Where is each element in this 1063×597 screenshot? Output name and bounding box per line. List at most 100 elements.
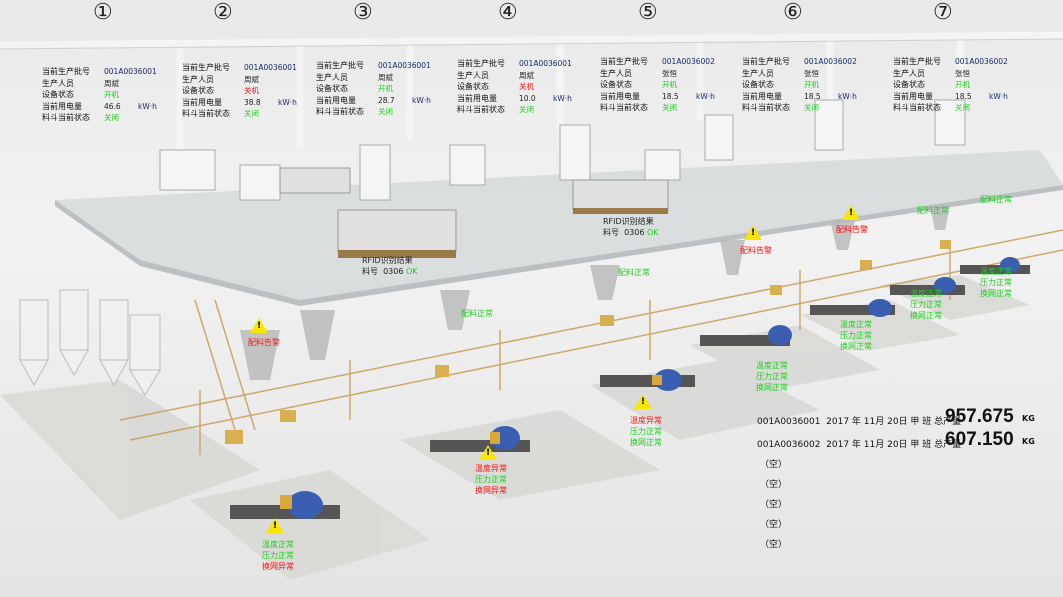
rfid-ok: OK — [406, 267, 418, 276]
panel-row-power: 当前用电量 18.5 kW·h — [600, 91, 715, 103]
panel-row-device-status: 设备状态 关机 — [457, 81, 534, 93]
summary-batch: 001A0036002 — [757, 440, 821, 450]
warning-icon[interactable]: ! — [479, 445, 497, 460]
panel-value: 周斌 — [378, 72, 393, 82]
panel-row-operator: 生产人员 周斌 — [316, 72, 393, 84]
panel-row-batch: 当前生产批号 001A0036001 — [182, 62, 297, 74]
panel-value: 001A0036002 — [804, 57, 857, 66]
rfid-title: RFID识别结果 — [603, 217, 654, 226]
panel-row-hopper-status: 料斗当前状态 关闭 — [600, 102, 677, 114]
panel-value: 18.5 — [804, 91, 821, 101]
panel-label: 当前用电量 — [182, 97, 222, 107]
part-label: 料号 — [362, 267, 378, 276]
batching-status-3: 配料正常 — [618, 268, 650, 277]
warning-icon[interactable]: ! — [744, 225, 762, 240]
batching-status-4: 配料告警 — [740, 246, 772, 255]
line-number-4: ④ — [498, 0, 518, 25]
panel-label: 料斗当前状态 — [316, 107, 364, 116]
unit-label: kW·h — [696, 91, 715, 101]
extruder-status-line: 压力正常 — [980, 278, 1012, 287]
unit-label: kW·h — [838, 91, 857, 101]
panel-row-operator: 生产人员 周斌 — [182, 74, 259, 86]
panel-label: 当前生产批号 — [457, 59, 505, 68]
panel-value: 张恒 — [955, 68, 970, 78]
panel-label: 当前生产批号 — [42, 67, 90, 76]
panel-label: 生产人员 — [42, 78, 74, 88]
panel-value: 开机 — [662, 80, 677, 89]
line-info-panel-3: 当前生产批号 001A0036001 生产人员 周斌 设备状态 开机 当前用电量 28.7 kW… — [316, 60, 431, 118]
part-number: 0306 — [383, 267, 404, 276]
panel-label: 料斗当前状态 — [893, 103, 941, 112]
panel-value: 10.0 — [519, 93, 536, 103]
panel-value: 001A0036001 — [104, 67, 157, 76]
extruder-status-line: 温度正常 — [980, 267, 1012, 276]
extruder-status-line: 换网正常 — [910, 311, 942, 320]
panel-value: 关机 — [244, 86, 259, 95]
summary-unit: KG — [1022, 414, 1035, 423]
warning-icon[interactable]: ! — [842, 205, 860, 220]
part-number: 0306 — [624, 228, 645, 237]
panel-row-batch: 当前生产批号 001A0036001 — [42, 66, 157, 78]
panel-row-hopper-status: 料斗当前状态 关闭 — [316, 106, 393, 118]
empty-slot: （空） — [760, 540, 788, 550]
panel-value: 001A0036001 — [378, 61, 431, 70]
line-number-7: ⑦ — [933, 0, 953, 25]
summary-row-2: 001A0036002 2017 年 11月 20日 甲 班 总产量 607.15… — [757, 429, 1035, 450]
panel-label: 料斗当前状态 — [742, 103, 790, 112]
panel-row-hopper-status: 料斗当前状态 关闭 — [42, 112, 119, 124]
batching-status-1: 配料告警 — [248, 338, 280, 347]
panel-value: 张恒 — [662, 68, 677, 78]
panel-row-power: 当前用电量 38.8 kW·h — [182, 97, 297, 109]
empty-slot: （空） — [760, 480, 788, 490]
panel-label: 当前用电量 — [316, 95, 356, 105]
panel-label: 料斗当前状态 — [182, 109, 230, 118]
warning-icon[interactable]: ! — [250, 318, 268, 333]
panel-row-operator: 生产人员 张恒 — [742, 68, 819, 80]
panel-label: 设备状态 — [600, 80, 632, 89]
panel-label: 当前用电量 — [42, 101, 82, 111]
panel-value: 关闭 — [378, 107, 393, 116]
summary-row-1: 001A0036001 2017 年 11月 20日 甲 班 总产量 957.67… — [757, 406, 1035, 427]
panel-label: 生产人员 — [316, 72, 348, 82]
extruder-status-4: 温度正常 压力正常 换网正常 — [756, 360, 788, 393]
panel-label: 生产人员 — [893, 68, 925, 78]
rfid-ok: OK — [647, 228, 659, 237]
panel-value: 关闭 — [955, 103, 970, 112]
extruder-status-line: 压力正常 — [262, 551, 294, 560]
panel-label: 设备状态 — [182, 86, 214, 95]
panel-label: 当前生产批号 — [600, 57, 648, 66]
panel-row-hopper-status: 料斗当前状态 关闭 — [182, 108, 259, 120]
panel-value: 001A0036002 — [955, 57, 1008, 66]
extruder-status-line: 换网异常 — [262, 562, 294, 571]
line-number-1: ① — [93, 0, 113, 25]
batching-status-7: 配料正常 — [980, 195, 1012, 204]
panel-label: 当前生产批号 — [316, 61, 364, 70]
warning-icon[interactable]: ! — [266, 518, 284, 533]
summary-desc: 2017 年 11月 20日 甲 班 总产量 — [826, 417, 962, 427]
panel-value: 周斌 — [519, 70, 534, 80]
panel-row-power: 当前用电量 28.7 kW·h — [316, 95, 431, 107]
extruder-status-3: 温度异常 压力正常 换网正常 — [630, 415, 662, 448]
extruder-status-5: 温度正常 压力正常 换网正常 — [840, 319, 872, 352]
panel-row-operator: 生产人员 周斌 — [457, 70, 534, 82]
unit-label: kW·h — [989, 91, 1008, 101]
panel-value: 46.6 — [104, 101, 121, 111]
extruder-status-line: 压力正常 — [630, 427, 662, 436]
summary-value: 607.150 — [945, 429, 1014, 450]
panel-label: 生产人员 — [457, 70, 489, 80]
warning-icon[interactable]: ! — [634, 394, 652, 409]
summary-value: 957.675 — [945, 406, 1014, 427]
panel-row-hopper-status: 料斗当前状态 关闭 — [893, 102, 970, 114]
batching-status-5: 配料告警 — [836, 225, 868, 234]
panel-row-device-status: 设备状态 开机 — [600, 79, 677, 91]
extruder-status-line: 压力正常 — [910, 300, 942, 309]
extruder-status-6: 温度正常 压力正常 换网正常 — [910, 288, 942, 321]
panel-value: 关机 — [519, 82, 534, 91]
panel-row-batch: 当前生产批号 001A0036001 — [316, 60, 431, 72]
panel-value: 开机 — [804, 80, 819, 89]
extruder-status-7: 温度正常 压力正常 换网正常 — [980, 266, 1012, 299]
line-info-panel-1: 当前生产批号 001A0036001 生产人员 周斌 设备状态 开机 当前用电量 46.6 kW… — [42, 66, 157, 124]
unit-label: kW·h — [412, 95, 431, 105]
panel-row-power: 当前用电量 10.0 kW·h — [457, 93, 572, 105]
line-info-panel-7: 当前生产批号 001A0036002 生产人员 张恒 设备状态 开机 当前用电量 18.5 kW… — [893, 56, 1008, 114]
